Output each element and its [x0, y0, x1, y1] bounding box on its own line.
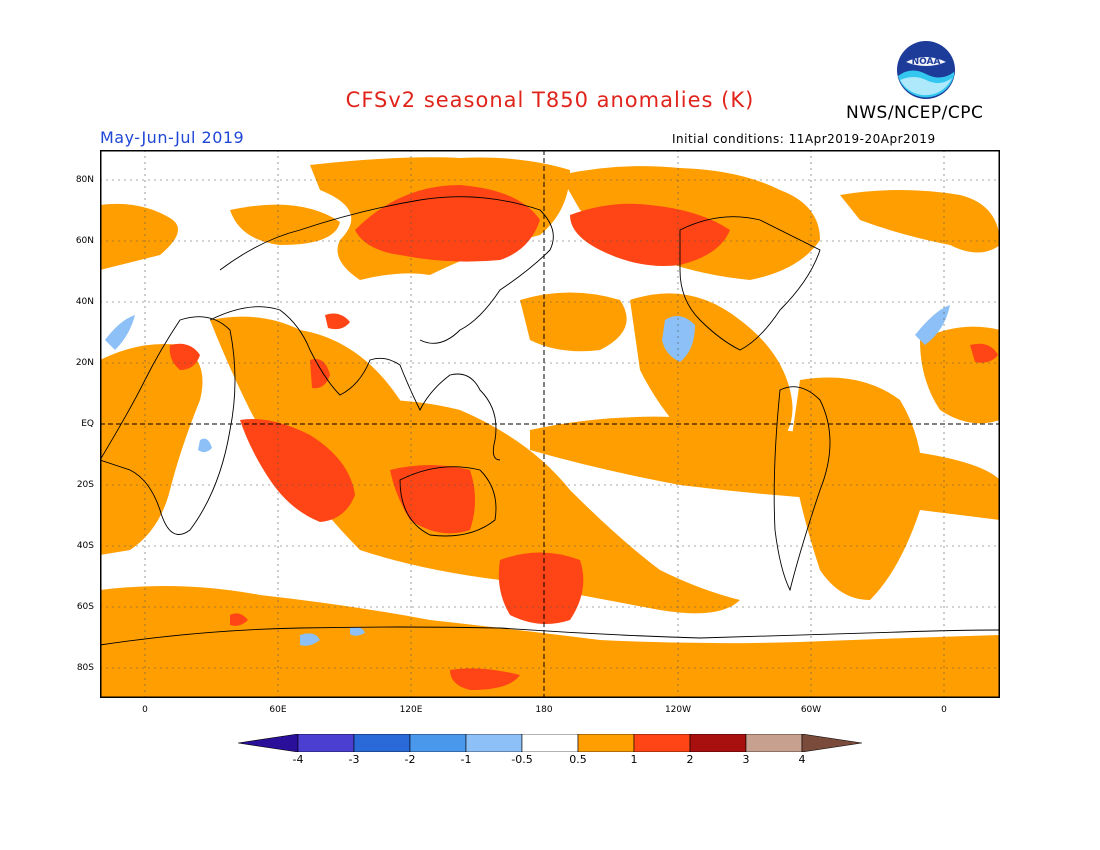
- anomaly-fill-neg05: [105, 305, 950, 646]
- lon-label: 60W: [800, 705, 822, 715]
- legend-swatch: [633, 734, 691, 752]
- legend-swatch: [409, 734, 467, 752]
- lon-label: 0: [941, 705, 947, 715]
- lat-label: EQ: [81, 419, 94, 429]
- legend-label: -0.5: [511, 753, 533, 766]
- legend-swatch: [745, 734, 803, 752]
- logo-text: NOAA: [912, 57, 941, 67]
- lon-label: 180: [535, 705, 553, 715]
- lon-label: 120W: [664, 705, 692, 715]
- lat-label: 20N: [75, 358, 94, 368]
- map-frame: [100, 150, 1000, 698]
- gridlines: [100, 150, 1000, 698]
- legend-swatch: [465, 734, 523, 752]
- lat-label: 60S: [76, 602, 94, 612]
- lon-label: 60E: [269, 705, 287, 715]
- reference-lines: [100, 150, 1000, 698]
- legend-swatch: [297, 734, 355, 752]
- map-title: CFSv2 seasonal T850 anomalies (K): [345, 88, 755, 112]
- lat-label: 60N: [75, 236, 94, 246]
- lon-label: 0: [142, 705, 148, 715]
- season-label: May-Jun-Jul 2019: [100, 128, 245, 147]
- lat-label: 40N: [75, 297, 94, 307]
- legend-swatch: [577, 734, 635, 752]
- legend-label: 3: [742, 753, 750, 766]
- noaa-logo: NOAA: [897, 41, 955, 99]
- initial-conditions-label: Initial conditions: 11Apr2019-20Apr2019: [672, 132, 936, 146]
- lat-label: 40S: [76, 541, 94, 551]
- legend-label: -4: [292, 753, 304, 766]
- legend-swatch: [689, 734, 747, 752]
- legend-arrow-low: [238, 734, 299, 752]
- agency-label: NWS/NCEP/CPC: [846, 103, 984, 123]
- legend-label: 0.5: [569, 753, 587, 766]
- lat-label: 80N: [75, 175, 94, 185]
- legend-label: 1: [630, 753, 638, 766]
- lon-label: 120E: [399, 705, 423, 715]
- legend-label: -1: [460, 753, 472, 766]
- lat-label: 20S: [76, 480, 94, 490]
- lat-label: 80S: [76, 663, 94, 673]
- coastlines: [100, 196, 1000, 646]
- anomaly-map: [100, 150, 1000, 698]
- legend-label: -2: [404, 753, 416, 766]
- legend-label: 2: [686, 753, 694, 766]
- legend-swatch: [353, 734, 411, 752]
- anomaly-fill-pos1: [169, 185, 998, 690]
- legend-arrow-high: [801, 734, 862, 752]
- legend-label: 4: [798, 753, 806, 766]
- legend-swatch: [521, 734, 579, 752]
- color-legend: [238, 734, 862, 752]
- legend-label: -3: [348, 753, 360, 766]
